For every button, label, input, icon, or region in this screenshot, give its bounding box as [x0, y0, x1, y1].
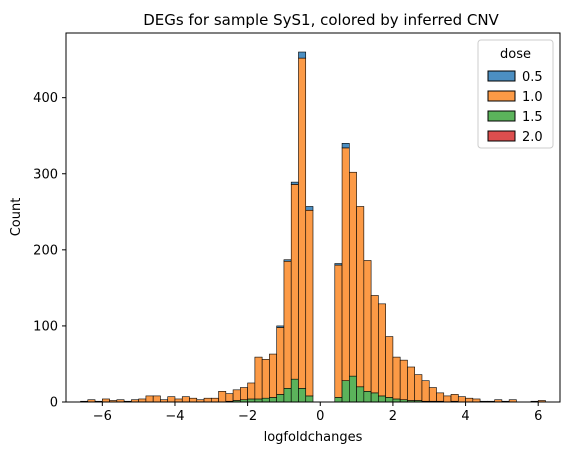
- chart-title: DEGs for sample SyS1, colored by inferre…: [143, 11, 499, 29]
- bar-dose-1_0: [290, 184, 299, 380]
- bar-dose-1_0: [283, 260, 292, 389]
- bar-dose-1_0: [247, 382, 256, 400]
- bar-dose-1_5: [276, 394, 285, 403]
- bar-dose-1_0: [392, 356, 401, 400]
- bar-dose-1_0: [378, 303, 386, 397]
- bar-dose-0_5: [341, 143, 350, 149]
- bar-dose-1_0: [385, 336, 394, 398]
- x-tick-label: −6: [93, 409, 112, 424]
- legend-label: 1.5: [522, 110, 543, 125]
- bar-dose-1_0: [240, 387, 248, 401]
- legend-swatch: [487, 130, 516, 142]
- bar-dose-1_0: [363, 260, 372, 392]
- bar-dose-1_0: [203, 397, 212, 403]
- bar-dose-0_5: [276, 325, 285, 328]
- bar-dose-1_0: [399, 359, 408, 401]
- bar-dose-1_0: [436, 392, 445, 402]
- y-tick-label: 0: [50, 396, 58, 411]
- bar-dose-1_0: [145, 395, 154, 403]
- bar-dose-1_0: [181, 396, 190, 403]
- bar-dose-1_0: [210, 397, 219, 403]
- x-tick-label: 0: [316, 409, 324, 424]
- bar-dose-1_0: [443, 395, 452, 403]
- y-axis-label: Count: [9, 198, 24, 237]
- legend-label: 1.0: [522, 90, 543, 105]
- bar-dose-1_0: [189, 397, 198, 403]
- bar-dose-1_0: [450, 394, 459, 402]
- bars-layer: [80, 51, 546, 403]
- bar-dose-0_5: [283, 259, 292, 262]
- legend-title: dose: [500, 47, 531, 62]
- x-tick-label: 4: [461, 409, 469, 424]
- bar-dose-1_5: [334, 397, 343, 403]
- x-tick-label: 6: [534, 409, 542, 424]
- bar-dose-1_5: [356, 386, 365, 403]
- legend: dose 0.5 1.0 1.5 2.0: [477, 39, 554, 149]
- bar-dose-1_0: [276, 327, 285, 395]
- legend-swatch: [487, 90, 516, 102]
- bar-dose-1_0: [349, 171, 357, 377]
- bar-dose-1_0: [465, 397, 474, 403]
- bar-dose-1_0: [407, 366, 416, 401]
- plot-frame: [65, 32, 561, 403]
- x-tick-label: −2: [238, 409, 257, 424]
- bar-dose-1_0: [414, 374, 423, 401]
- bar-dose-1_0: [254, 356, 263, 400]
- y-tick-label: 300: [33, 167, 58, 182]
- bar-dose-1_5: [269, 397, 277, 403]
- bar-dose-1_0: [232, 389, 241, 401]
- bar-dose-1_0: [428, 387, 437, 402]
- bar-dose-1_0: [167, 396, 176, 403]
- x-tick-label: 2: [389, 409, 397, 424]
- bar-dose-1_5: [363, 391, 372, 403]
- bar-dose-1_0: [218, 391, 227, 403]
- bar-dose-1_5: [305, 395, 314, 403]
- bar-dose-1_5: [290, 378, 299, 403]
- bar-dose-1_5: [385, 397, 394, 403]
- x-tick-label: −4: [165, 409, 184, 424]
- bar-dose-1_0: [225, 393, 234, 402]
- bar-dose-1_0: [305, 209, 314, 397]
- bar-dose-1_0: [269, 353, 277, 398]
- bar-dose-0_5: [305, 206, 314, 211]
- bar-dose-1_0: [261, 359, 270, 399]
- bar-dose-1_0: [152, 395, 161, 403]
- bar-dose-1_0: [421, 380, 430, 402]
- bar-dose-1_5: [283, 388, 292, 403]
- bar-dose-1_5: [298, 388, 307, 403]
- bar-dose-0_5: [334, 263, 343, 266]
- bar-dose-1_0: [334, 264, 343, 398]
- legend-label: 2.0: [522, 130, 543, 145]
- bar-dose-1_5: [370, 392, 379, 403]
- bar-dose-1_0: [370, 295, 379, 394]
- bar-dose-1_0: [457, 396, 466, 403]
- legend-swatch: [487, 110, 516, 122]
- legend-swatch: [487, 70, 516, 82]
- bar-dose-1_5: [341, 380, 350, 403]
- bar-dose-1_0: [298, 57, 307, 389]
- bar-dose-0_5: [298, 51, 307, 59]
- bar-dose-1_5: [261, 397, 270, 403]
- legend-label: 0.5: [522, 70, 543, 85]
- y-tick-label: 100: [33, 319, 58, 334]
- y-tick-label: 200: [33, 243, 58, 258]
- bar-dose-1_5: [349, 375, 357, 403]
- bar-dose-1_0: [341, 147, 350, 381]
- y-tick-label: 400: [33, 91, 58, 106]
- x-axis: −6 −4 −2 0 2 4 6: [93, 402, 542, 424]
- x-axis-label: logfoldchanges: [264, 430, 363, 445]
- bar-dose-0_5: [290, 181, 299, 185]
- y-axis: 0 100 200 300 400: [33, 91, 66, 411]
- bar-dose-1_0: [356, 206, 365, 388]
- bar-dose-1_5: [378, 395, 386, 403]
